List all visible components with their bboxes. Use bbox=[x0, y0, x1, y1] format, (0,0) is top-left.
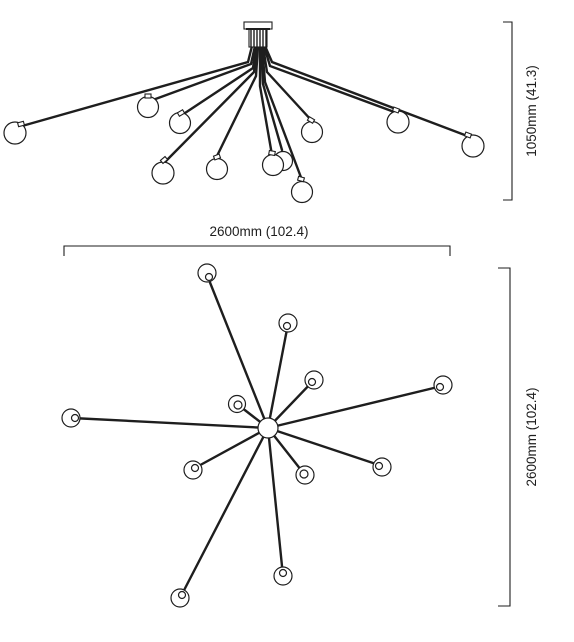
width-dimension-label: 2600mm (102.4) bbox=[209, 224, 308, 239]
globe bbox=[261, 149, 285, 177]
globe bbox=[372, 457, 392, 477]
globe bbox=[197, 263, 217, 283]
globe bbox=[273, 566, 293, 586]
globe bbox=[295, 465, 315, 485]
depth-dimension-bracket bbox=[498, 267, 511, 607]
side-arm-4 bbox=[163, 44, 259, 164]
ceiling-canopy bbox=[243, 21, 273, 48]
height-dimension-label: 1050mm (41.3) bbox=[524, 65, 539, 157]
globe bbox=[168, 109, 192, 135]
globe bbox=[151, 155, 175, 185]
globe bbox=[433, 375, 453, 395]
side-arm-8 bbox=[260, 44, 304, 182]
side-arm-5 bbox=[214, 44, 260, 160]
globe bbox=[170, 588, 190, 608]
side-arms bbox=[20, 44, 472, 182]
globe bbox=[205, 153, 229, 181]
globe bbox=[290, 175, 314, 204]
globe bbox=[300, 116, 324, 144]
depth-dimension: 2600mm (102.4) bbox=[498, 267, 539, 607]
globe bbox=[386, 106, 410, 134]
side-elevation-view: 1050mm (41.3) bbox=[3, 21, 539, 204]
side-arm-1 bbox=[20, 44, 254, 128]
side-arm-9 bbox=[261, 44, 314, 123]
height-dimension-bracket bbox=[503, 21, 513, 201]
side-globes bbox=[3, 93, 485, 204]
side-arm-11 bbox=[263, 44, 472, 139]
globe bbox=[461, 131, 485, 158]
globe bbox=[61, 408, 81, 428]
depth-dimension-label: 2600mm (102.4) bbox=[524, 387, 539, 486]
globe bbox=[227, 394, 247, 414]
globe bbox=[3, 120, 27, 145]
globe bbox=[278, 313, 298, 333]
side-arm-6 bbox=[258, 44, 274, 157]
side-arm-10 bbox=[262, 44, 399, 115]
height-dimension: 1050mm (41.3) bbox=[503, 21, 539, 201]
central-hub bbox=[257, 417, 279, 439]
plan-view: 2600mm (102.4) bbox=[61, 263, 539, 608]
width-dimension: 2600mm (102.4) bbox=[63, 224, 451, 256]
globe bbox=[304, 370, 324, 390]
globe bbox=[183, 460, 203, 480]
side-arm-2 bbox=[148, 44, 257, 103]
plan-arms bbox=[70, 273, 444, 600]
width-dimension-bracket bbox=[63, 245, 451, 256]
plan-globes bbox=[61, 263, 453, 608]
globe bbox=[136, 93, 160, 119]
side-arm-7 bbox=[259, 44, 284, 152]
